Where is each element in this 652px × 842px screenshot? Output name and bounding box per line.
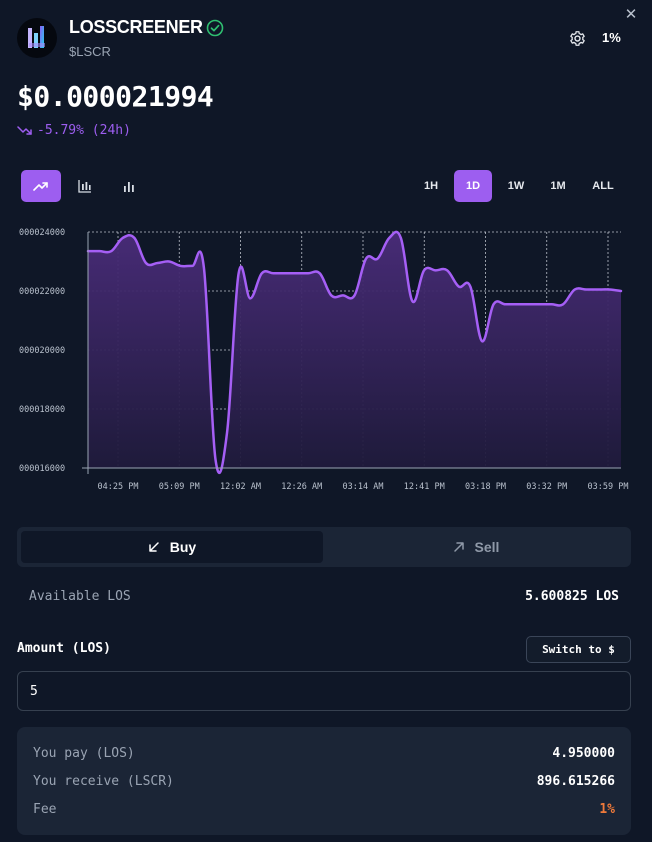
- chart-type-candles-button[interactable]: [65, 170, 105, 202]
- logo-icon: [28, 26, 45, 48]
- candlestick-icon: [78, 180, 91, 193]
- x-tick-label: 03:18 PM: [465, 482, 506, 492]
- sell-tab-label: Sell: [474, 539, 500, 555]
- chart-type-bars-button[interactable]: [109, 170, 149, 202]
- arrow-down-left-icon: [149, 542, 159, 552]
- range-1d-button[interactable]: 1D: [454, 170, 492, 202]
- trend-down-icon: [17, 125, 32, 135]
- token-logo: [17, 18, 57, 58]
- line-chart-icon: [33, 182, 48, 191]
- buy-tab[interactable]: Buy: [21, 531, 323, 563]
- buy-tab-label: Buy: [169, 539, 197, 555]
- x-tick-label: 12:02 AM: [220, 482, 261, 492]
- token-name: LOSSCREENER: [69, 17, 203, 37]
- range-1m-button[interactable]: 1M: [550, 180, 566, 192]
- trade-summary: You pay (LOS) 4.950000 You receive (LSCR…: [17, 727, 631, 835]
- y-tick-label: 000020000: [19, 346, 65, 356]
- chart-type-line-button[interactable]: [21, 170, 61, 202]
- token-symbol: $LSCR: [69, 44, 111, 59]
- arrow-up-right-icon: [453, 542, 464, 552]
- y-tick-label: 000024000: [19, 228, 65, 238]
- y-tick-label: 000022000: [19, 287, 65, 297]
- x-tick-label: 03:59 PM: [588, 482, 629, 492]
- slippage-value[interactable]: 1%: [602, 30, 621, 45]
- chart-area: [88, 231, 621, 473]
- x-tick-label: 12:26 AM: [281, 482, 322, 492]
- x-tick-label: 04:25 PM: [98, 482, 139, 492]
- fee-value: 1%: [599, 802, 615, 817]
- amount-label: Amount (LOS): [17, 641, 111, 656]
- you-pay-label: You pay (LOS): [33, 746, 135, 761]
- gear-icon[interactable]: [569, 30, 586, 47]
- check-circle-icon: [206, 19, 224, 37]
- range-all-button[interactable]: ALL: [592, 180, 614, 192]
- close-button[interactable]: ✕: [624, 5, 638, 23]
- x-tick-label: 03:32 PM: [526, 482, 567, 492]
- amount-input[interactable]: [17, 671, 631, 711]
- range-1w-button[interactable]: 1W: [507, 180, 525, 192]
- you-pay-value: 4.950000: [552, 746, 615, 761]
- available-balance-label: Available LOS: [29, 589, 131, 604]
- bar-chart-icon: [124, 182, 134, 192]
- x-tick-label: 05:09 PM: [159, 482, 200, 492]
- fee-label: Fee: [33, 802, 57, 817]
- range-1h-button[interactable]: 1H: [423, 180, 439, 192]
- price-change-text: -5.79% (24h): [37, 123, 131, 138]
- price-change: -5.79% (24h): [17, 123, 131, 138]
- price-chart[interactable]: 000024000 000022000 000020000 000018000 0000…: [0, 218, 652, 500]
- available-balance-value: 5.600825 LOS: [525, 589, 619, 604]
- x-tick-label: 12:41 PM: [404, 482, 445, 492]
- sell-tab[interactable]: Sell: [325, 531, 627, 563]
- token-price: $0.000021994: [17, 80, 214, 113]
- y-tick-label: 000016000: [19, 464, 65, 474]
- chart-line: [86, 230, 623, 475]
- y-tick-label: 000018000: [19, 405, 65, 415]
- trade-tabs: Buy Sell: [17, 527, 631, 567]
- you-receive-label: You receive (LSCR): [33, 774, 174, 789]
- switch-currency-button[interactable]: Switch to $: [526, 636, 631, 663]
- x-tick-label: 03:14 AM: [343, 482, 384, 492]
- you-receive-value: 896.615266: [536, 774, 615, 789]
